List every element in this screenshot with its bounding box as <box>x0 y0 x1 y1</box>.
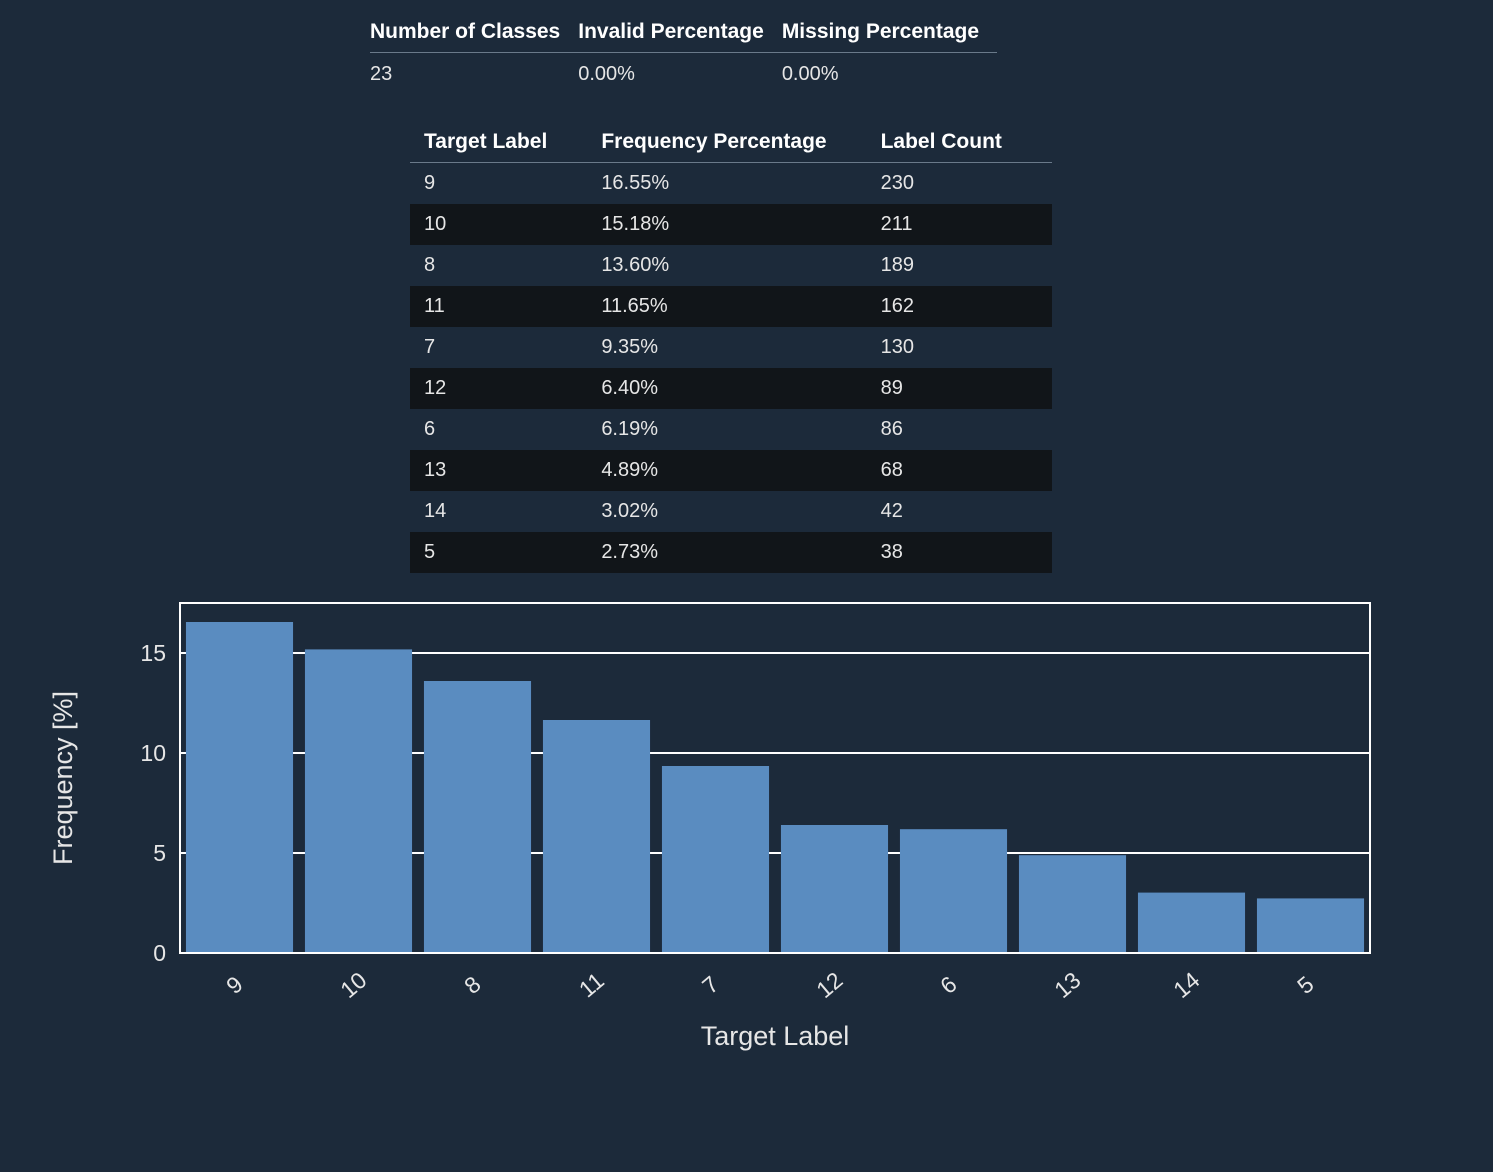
table-cell: 15.18% <box>587 204 866 245</box>
table-row: 813.60%189 <box>410 245 1052 286</box>
table-cell: 130 <box>867 327 1052 368</box>
chart-y-axis-title: Frequency [%] <box>48 691 78 865</box>
summary-data-row: 23 0.00% 0.00% <box>370 53 997 97</box>
table-cell: 14 <box>410 491 587 532</box>
table-cell: 42 <box>867 491 1052 532</box>
table-row: 143.02%42 <box>410 491 1052 532</box>
summary-cell-missing-pct: 0.00% <box>782 53 997 97</box>
table-cell: 13.60% <box>587 245 866 286</box>
table-cell: 7 <box>410 327 587 368</box>
summary-cell-invalid-pct: 0.00% <box>578 53 782 97</box>
table-cell: 11.65% <box>587 286 866 327</box>
chart-y-tick-label: 0 <box>153 940 166 966</box>
chart-x-tick-label: 9 <box>221 971 248 999</box>
chart-y-tick-label: 15 <box>140 640 166 666</box>
table-cell: 189 <box>867 245 1052 286</box>
freq-header-row: Target Label Frequency Percentage Label … <box>410 124 1052 163</box>
table-row: 66.19%86 <box>410 409 1052 450</box>
chart-x-tick-label: 8 <box>459 971 486 999</box>
summary-col-1: Invalid Percentage <box>578 14 782 53</box>
chart-bar <box>781 825 888 953</box>
table-cell: 162 <box>867 286 1052 327</box>
summary-header-row: Number of Classes Invalid Percentage Mis… <box>370 14 997 53</box>
chart-x-tick-label: 10 <box>335 967 371 1003</box>
page-root: Number of Classes Invalid Percentage Mis… <box>0 0 1493 1172</box>
table-cell: 3.02% <box>587 491 866 532</box>
chart-y-tick-label: 10 <box>140 740 166 766</box>
table-cell: 211 <box>867 204 1052 245</box>
table-row: 916.55%230 <box>410 163 1052 205</box>
chart-y-tick-label: 5 <box>153 840 166 866</box>
freq-col-freq-pct: Frequency Percentage <box>587 124 866 163</box>
table-cell: 6 <box>410 409 587 450</box>
summary-col-0: Number of Classes <box>370 14 578 53</box>
table-cell: 9 <box>410 163 587 205</box>
table-cell: 2.73% <box>587 532 866 573</box>
chart-bar <box>1138 893 1245 953</box>
chart-bar <box>900 829 1007 953</box>
chart-bar <box>1257 898 1364 953</box>
table-cell: 13 <box>410 450 587 491</box>
table-cell: 68 <box>867 450 1052 491</box>
table-cell: 12 <box>410 368 587 409</box>
table-row: 134.89%68 <box>410 450 1052 491</box>
table-row: 1015.18%211 <box>410 204 1052 245</box>
chart-bar <box>186 622 293 953</box>
table-cell: 11 <box>410 286 587 327</box>
label-frequency-table: Target Label Frequency Percentage Label … <box>410 124 1052 573</box>
freq-col-label-count: Label Count <box>867 124 1052 163</box>
table-cell: 38 <box>867 532 1052 573</box>
table-cell: 9.35% <box>587 327 866 368</box>
chart-bar <box>305 649 412 953</box>
table-row: 79.35%130 <box>410 327 1052 368</box>
table-row: 126.40%89 <box>410 368 1052 409</box>
summary-table: Number of Classes Invalid Percentage Mis… <box>370 14 997 96</box>
table-row: 52.73%38 <box>410 532 1052 573</box>
table-cell: 86 <box>867 409 1052 450</box>
table-row: 1111.65%162 <box>410 286 1052 327</box>
table-cell: 6.40% <box>587 368 866 409</box>
chart-x-tick-label: 12 <box>811 967 847 1003</box>
summary-col-2: Missing Percentage <box>782 14 997 53</box>
summary-cell-num-classes: 23 <box>370 53 578 97</box>
chart-bar <box>543 720 650 953</box>
chart-x-axis-title: Target Label <box>701 1021 850 1051</box>
table-cell: 230 <box>867 163 1052 205</box>
chart-bar <box>424 681 531 953</box>
table-cell: 16.55% <box>587 163 866 205</box>
chart-x-tick-label: 7 <box>697 971 724 999</box>
chart-x-tick-label: 14 <box>1168 967 1204 1003</box>
chart-x-tick-label: 5 <box>1292 971 1319 999</box>
table-cell: 5 <box>410 532 587 573</box>
table-cell: 89 <box>867 368 1052 409</box>
table-cell: 6.19% <box>587 409 866 450</box>
chart-x-tick-label: 13 <box>1049 967 1085 1003</box>
freq-col-target-label: Target Label <box>410 124 587 163</box>
chart-bar <box>1019 855 1126 953</box>
chart-x-tick-label: 6 <box>935 971 962 999</box>
frequency-bar-chart-svg: 0 5 10 15 9 10 8 11 7 12 6 13 14 5 Frequency [%] Target… <box>30 593 1420 1063</box>
table-cell: 10 <box>410 204 587 245</box>
chart-x-tick-label: 11 <box>574 967 609 1002</box>
table-cell: 8 <box>410 245 587 286</box>
frequency-bar-chart: 0 5 10 15 9 10 8 11 7 12 6 13 14 5 Frequency [%] Target… <box>30 593 1420 1063</box>
chart-bar <box>662 766 769 953</box>
table-cell: 4.89% <box>587 450 866 491</box>
